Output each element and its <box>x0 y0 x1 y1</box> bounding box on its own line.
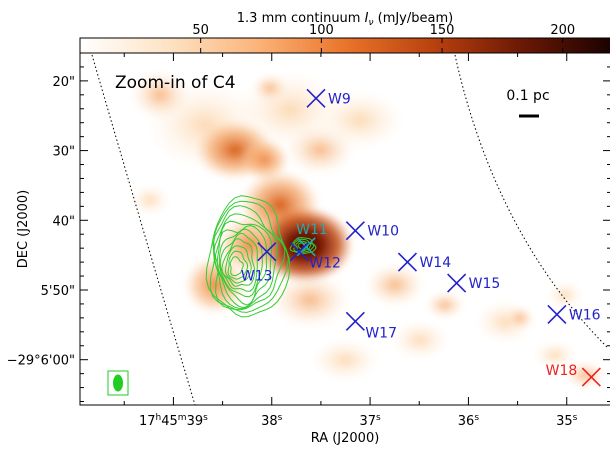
contour-line <box>213 213 278 310</box>
source-label: W18 <box>546 363 578 379</box>
x-tick-label: 38s <box>261 413 283 429</box>
contour-line <box>229 256 244 277</box>
source-marker: W17 <box>345 311 397 341</box>
y-tick-label: 5'50" <box>41 284 75 299</box>
x-tick-label: 36s <box>458 413 480 429</box>
source-marker: W14 <box>397 252 451 272</box>
fov-boundary-left <box>91 54 196 406</box>
contour-line <box>224 245 252 284</box>
source-marker: W12 <box>289 242 341 272</box>
axis-ticks: 17h45m39s 38s 37s 36s 35s 20" 30" 40" 5'50" −29°6… <box>7 53 610 429</box>
contour-line <box>221 238 256 287</box>
contour-line <box>289 237 317 255</box>
contour-line <box>212 205 286 311</box>
plot-frame <box>79 52 610 406</box>
continuum-emission <box>130 70 605 389</box>
panel-label: Zoom-in of C4 <box>115 73 236 93</box>
source-label: W14 <box>419 255 451 271</box>
y-tick-label: −29°6'00" <box>7 354 75 369</box>
contour-line <box>214 220 273 309</box>
colorbar-tick-label: 50 <box>192 23 209 38</box>
source-label: W13 <box>241 269 273 285</box>
contour-line <box>216 224 268 306</box>
source-marker: W13 <box>241 242 277 285</box>
x-tick-label: 17h45m39s <box>139 413 208 429</box>
source-marker: W9 <box>306 88 351 108</box>
source-label: W12 <box>309 256 341 272</box>
source-label: W10 <box>367 224 399 240</box>
contour-line <box>219 232 258 292</box>
x-tick-label: 35s <box>556 413 578 429</box>
source-markers: W9 W10 W11 W12 W13 W14 W15 W16 W17 W18 <box>241 88 601 387</box>
contour-line <box>227 250 249 280</box>
contour-line <box>205 195 291 318</box>
colorbar-tick-label: 200 <box>550 23 575 38</box>
source-label: W17 <box>365 325 397 341</box>
y-tick-label: 20" <box>52 75 75 90</box>
colorbar-tick-label: 150 <box>430 23 455 38</box>
source-label: W15 <box>469 276 501 292</box>
source-marker: W10 <box>345 221 399 241</box>
fov-boundary-right <box>454 54 609 349</box>
source-marker: W15 <box>447 273 501 293</box>
source-marker: W18 <box>546 363 601 387</box>
x-tick-label: 37s <box>359 413 381 429</box>
colorbar: 50 100 150 200 1.3 mm continuum Iν (mJy/bea… <box>79 11 610 54</box>
y-axis-title: DEC (J2000) <box>16 190 31 269</box>
colorbar-ticks: 50 100 150 200 <box>192 23 575 53</box>
scale-bar-label: 0.1 pc <box>506 88 549 104</box>
map-panel: W9 W10 W11 W12 W13 W14 W15 W16 W17 W18 Zoom-in of… <box>7 52 610 429</box>
y-tick-label: 30" <box>52 145 75 160</box>
source-marker: W16 <box>547 304 601 324</box>
x-axis-title: RA (J2000) <box>311 431 380 446</box>
colorbar-label: 1.3 mm continuum Iν (mJy/beam) <box>237 11 453 28</box>
y-tick-label: 40" <box>52 214 75 229</box>
source-label: W11 <box>296 222 328 238</box>
contour-line <box>218 228 263 298</box>
contour-line <box>295 240 312 252</box>
beam-ellipse <box>113 374 123 392</box>
colorbar-tick-label: 100 <box>309 23 334 38</box>
source-label: W9 <box>328 91 351 107</box>
beam-box <box>107 370 129 396</box>
source-label: W16 <box>569 307 601 323</box>
colorbar-strip <box>79 37 610 54</box>
